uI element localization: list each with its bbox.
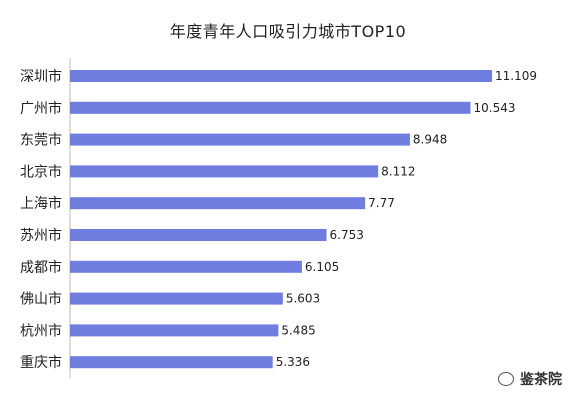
chart-title: 年度青年人口吸引力城市TOP10: [169, 22, 407, 41]
category-label: 东莞市: [20, 132, 62, 149]
value-label: 6.105: [305, 260, 339, 274]
value-label: 10.543: [473, 101, 515, 115]
watermark-text: 鉴茶院: [520, 372, 562, 388]
bar: [70, 197, 366, 210]
value-label: 8.112: [381, 164, 415, 178]
value-label: 5.603: [286, 292, 320, 306]
category-label: 杭州市: [20, 322, 62, 339]
value-label: 7.77: [368, 196, 395, 210]
bar: [70, 292, 283, 305]
bar: [70, 133, 410, 146]
category-label: 佛山市: [20, 291, 62, 308]
bar: [70, 101, 471, 114]
bar: [70, 260, 302, 273]
value-label: 6.753: [330, 228, 364, 242]
value-label: 5.485: [281, 323, 315, 337]
category-label: 深圳市: [20, 68, 62, 85]
category-label: 重庆市: [20, 354, 62, 371]
value-label: 5.336: [276, 355, 310, 369]
bar: [70, 165, 379, 178]
bar: [70, 356, 273, 369]
category-label: 北京市: [20, 163, 62, 180]
watermark: 鉴茶院: [498, 369, 562, 389]
value-label: 11.109: [495, 69, 537, 83]
wechat-icon: [498, 372, 514, 386]
category-label: 成都市: [20, 259, 62, 276]
category-label: 上海市: [20, 195, 62, 212]
bar: [70, 229, 327, 241]
bar: [70, 324, 279, 337]
bar: [70, 70, 492, 82]
category-label: 广州市: [20, 100, 62, 117]
value-label: 8.948: [413, 133, 447, 147]
category-label: 苏州市: [20, 227, 62, 244]
